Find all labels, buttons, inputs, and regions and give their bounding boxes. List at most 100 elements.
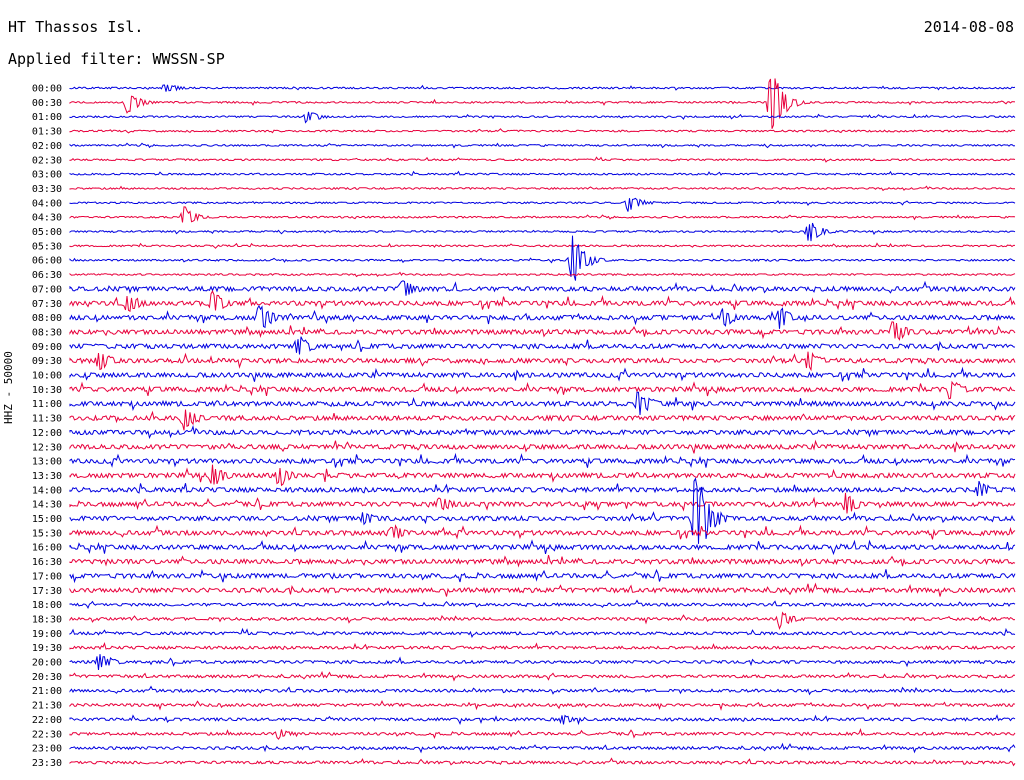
trace-line [69,197,1016,212]
trace-label: 05:00 [32,227,62,238]
trace-label: 06:00 [32,256,62,267]
trace-label: 06:30 [32,270,62,281]
trace-label: 01:30 [32,127,62,138]
trace-line [69,670,1016,682]
trace-label: 13:30 [32,471,62,482]
trace-line [69,380,1016,400]
trace-line [69,452,1016,468]
trace-line [69,699,1016,711]
trace-label: 12:00 [32,428,62,439]
trace-label: 22:00 [32,715,62,726]
trace-label: 17:00 [32,571,62,582]
trace-label: 20:30 [32,672,62,683]
trace-line [69,641,1016,651]
trace-line [69,391,1016,416]
trace-line [69,654,1016,671]
trace-line [69,439,1016,454]
trace-line [69,480,1016,497]
trace-label: 08:30 [32,327,62,338]
trace-label: 07:30 [32,299,62,310]
trace-label: 11:00 [32,399,62,410]
trace-label: 21:00 [32,686,62,697]
trace-label: 23:00 [32,744,62,755]
trace-label: 19:30 [32,643,62,654]
trace-line [69,757,1016,767]
trace-line [69,728,1016,740]
station-name: HT Thassos Isl. [8,18,144,36]
trace-line [69,351,1016,372]
trace-line [69,111,1016,124]
trace-line [69,742,1016,754]
trace-label: 21:30 [32,701,62,712]
trace-label: 19:00 [32,629,62,640]
trace-label: 18:30 [32,614,62,625]
trace-label: 15:00 [32,514,62,525]
trace-line [69,142,1016,149]
trace-line [69,128,1016,134]
trace-line [69,222,1016,242]
trace-label: 03:30 [32,184,62,195]
trace-line [69,554,1016,568]
trace-label: 16:00 [32,543,62,554]
trace-line [69,290,1016,313]
trace-label: 10:00 [32,371,62,382]
trace-label: 13:00 [32,457,62,468]
trace-label: 23:30 [32,758,62,769]
trace-line [69,464,1016,487]
trace-label: 03:00 [32,170,62,181]
trace-label: 17:30 [32,586,62,597]
trace-label: 04:00 [32,198,62,209]
trace-label: 00:00 [32,84,62,95]
trace-line [69,568,1016,584]
trace-line [69,714,1016,726]
trace-line [69,170,1016,176]
trace-line [69,235,1015,281]
trace-label: 02:30 [32,155,62,166]
trace-label: 11:30 [32,414,62,425]
record-date: 2014-08-08 [923,18,1014,36]
trace-label: 04:30 [32,213,62,224]
trace-label: 09:00 [32,342,62,353]
trace-line [69,84,1016,92]
trace-line [69,156,1016,163]
trace-label: 14:00 [32,485,62,496]
filter-label: Applied filter: WWSSN-SP [8,50,225,68]
trace-line [69,242,1015,249]
trace-line [69,627,1016,638]
trace-line [69,539,1016,556]
trace-line [69,611,1016,630]
trace-line [69,424,1016,440]
trace-label: 12:30 [32,442,62,453]
trace-line [69,599,1016,610]
trace-label: 08:00 [32,313,62,324]
trace-label: 05:30 [32,241,62,252]
trace-line [69,78,1016,129]
trace-label: 09:30 [32,356,62,367]
trace-line [69,280,1016,296]
trace-label: 10:30 [32,385,62,396]
trace-label: 18:00 [32,600,62,611]
trace-label: 20:00 [32,658,62,669]
trace-label: 01:00 [32,112,62,123]
trace-line [69,336,1016,355]
trace-line [69,409,1016,431]
trace-label: 02:00 [32,141,62,152]
trace-line [69,206,1016,223]
trace-line [69,477,1016,544]
trace-line [69,582,1016,597]
trace-line [69,524,1016,540]
trace-line [69,321,1016,341]
trace-line [69,271,1016,278]
trace-label: 22:30 [32,729,62,740]
trace-label: 00:30 [32,98,62,109]
trace-line [69,304,1016,329]
trace-label: 14:30 [32,500,62,511]
trace-line [69,492,1016,514]
trace-label: 16:30 [32,557,62,568]
trace-label: 15:30 [32,528,62,539]
trace-line [69,685,1016,696]
trace-line [69,366,1016,382]
trace-line [69,185,1015,192]
trace-label: 07:00 [32,284,62,295]
